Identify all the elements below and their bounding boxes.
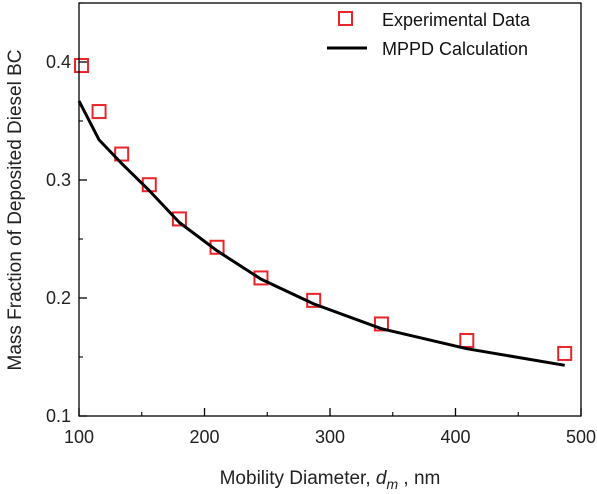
y-tick-label-0.2: 0.2 [46,288,71,308]
x-tick-label-200: 200 [189,427,219,447]
x-tick-label-300: 300 [315,427,345,447]
data-point-6 [253,270,269,286]
x-tick-label-400: 400 [440,427,470,447]
y-tick-label-0.1: 0.1 [46,406,71,426]
data-point-10 [557,345,573,361]
legend-label-experimental: Experimental Data [382,10,531,30]
x-tick-label-500: 500 [566,427,596,447]
y-axis-label: Mass Fraction of Deposited Diesel BC [5,49,26,370]
data-point-1 [91,104,107,120]
legend-marker-experimental [338,11,353,26]
data-point-0 [74,58,90,74]
x-axis-label: Mobility Diameter, dm , nm [220,468,441,492]
data-point-8 [373,316,389,332]
legend-label-mppd: MPPD Calculation [382,39,528,59]
series-line-mppd [77,100,565,367]
data-point-9 [459,332,475,348]
plot-frame [78,2,582,417]
y-tick-label-0.4: 0.4 [46,52,71,72]
y-tick-label-0.3: 0.3 [46,170,71,190]
legend: Experimental Data MPPD Calculation [327,10,531,59]
data-point-4 [171,211,187,227]
x-tick-label-100: 100 [64,427,94,447]
data-point-2 [114,146,130,162]
